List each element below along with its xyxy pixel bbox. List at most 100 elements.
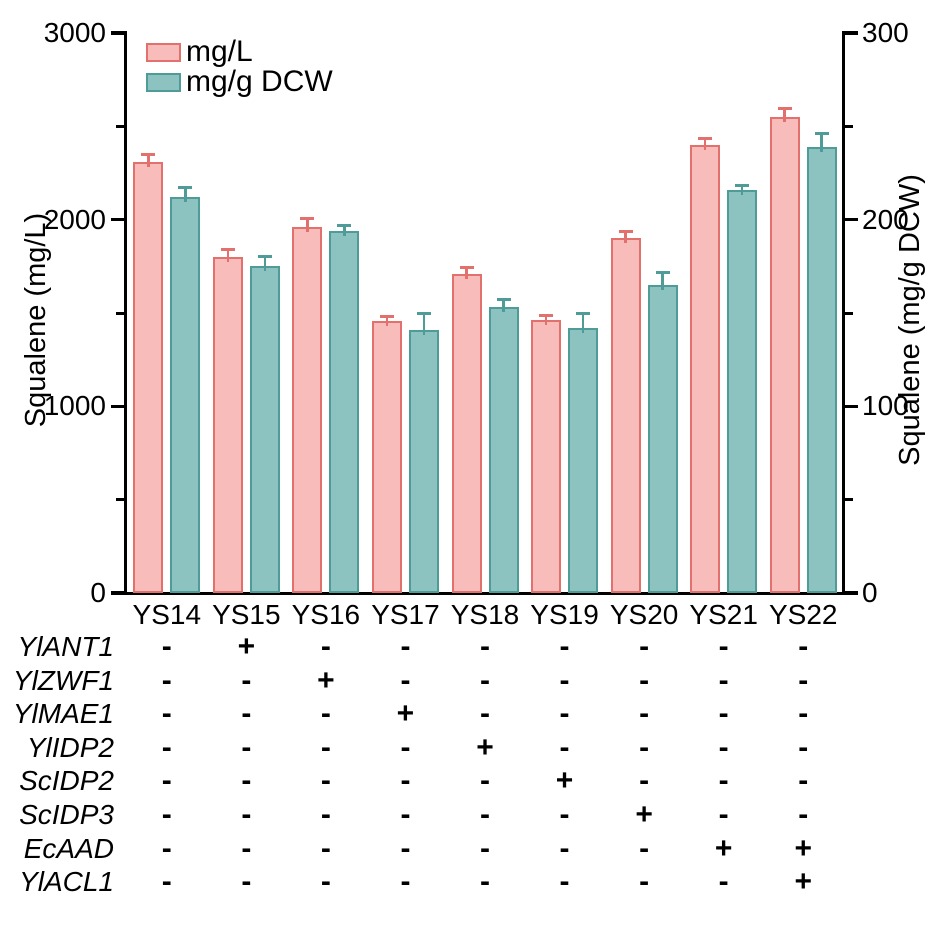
gene-row-label: YlANT1 [17,631,114,662]
error-bar-cap [655,271,670,275]
bar-mgl-ys19 [531,320,562,593]
y-axis-right-tick-label: 200 [862,203,909,235]
gene-cell: - [718,865,729,899]
gene-cell: - [639,630,650,663]
gene-row-label: ScIDP3 [19,799,114,830]
gene-cell: - [718,663,729,697]
y-axis-left-title: Squalene (mg/L) [20,212,52,428]
gene-cell: - [161,630,172,663]
gene-cell: - [161,764,172,798]
gene-cell: - [559,730,570,764]
gene-cell: + [476,730,494,764]
gene-cell: - [559,630,570,663]
error-bar-cap [496,297,511,301]
error-bar-cap [777,107,792,111]
gene-cell: - [480,831,490,865]
bar-mggdcw-ys14 [170,197,201,593]
bar-mgl-ys15 [212,257,243,593]
gene-cell: - [639,865,650,899]
bar-mgl-ys21 [690,145,721,593]
gene-cell: + [794,831,812,865]
y-axis-left-tick-label: 0 [90,577,106,608]
error-bar-cap [220,248,235,252]
gene-cell: + [794,865,812,899]
bar-mggdcw-ys20 [647,285,678,593]
bar-mgl-ys22 [769,117,800,593]
gene-cell: - [320,798,331,831]
gene-cell: - [400,630,411,663]
gene-cell: - [161,730,172,764]
gene-cell: - [639,663,650,697]
error-bar-cap [300,217,315,221]
error-bar-line [343,225,346,236]
y-axis-right-tick [845,31,858,35]
gene-cell: - [241,730,252,764]
y-axis-right-tick-label: 100 [862,390,909,422]
gene-cell: - [639,831,650,865]
gene-cell: - [161,865,172,899]
gene-cell: - [400,663,411,697]
legend-label-mg-g-dcw: mg/g DCW [186,65,333,98]
y-axis-left-tick [111,404,124,409]
gene-cell: - [161,663,172,697]
error-bar-cap [178,186,193,190]
gene-cell: - [320,730,331,764]
error-bar-cap [814,132,829,136]
gene-cell: - [241,865,252,899]
error-bar-line [703,138,707,150]
gene-cell: - [718,630,729,663]
gene-cell: - [400,764,411,798]
gene-cell: - [241,798,252,831]
gene-cell: - [161,798,172,831]
y-axis-right-minor-tick [845,124,853,128]
error-bar-line [147,154,150,167]
y-axis-left-tick [111,217,124,222]
gene-cell: - [559,831,570,865]
gene-cell: - [480,630,490,663]
error-bar-cap [618,230,633,234]
y-axis-right-title: Squalene (mg/g DCW) [894,174,926,466]
error-bar-cap [539,314,554,318]
gene-cell: - [480,663,490,697]
error-bar-line [306,218,309,233]
x-axis-category-label: YS17 [371,599,440,630]
error-bar-cap [576,311,591,315]
gene-row-label: YlACL1 [19,866,114,898]
y-axis-right-minor-tick [845,498,853,502]
x-axis-category-label: YS21 [689,599,758,630]
gene-cell: - [241,764,252,798]
error-bar-cap [141,152,156,156]
gene-cell: - [320,630,331,663]
y-axis-right-line [841,31,845,595]
gene-cell: - [639,697,650,731]
bar-mgl-ys14 [133,161,164,593]
gene-cell: + [714,831,733,865]
gene-cell: - [480,798,490,831]
x-axis-category-label: YS15 [212,599,281,630]
error-bar-line [502,299,505,313]
gene-cell: - [559,798,570,831]
error-bar-cap [698,136,713,140]
y-axis-left-tick [111,591,124,595]
gene-row-label: ScIDP2 [19,765,114,797]
gene-cell: - [559,865,570,899]
gene-cell: + [396,697,415,731]
gene-row-label: YlMAE1 [12,698,114,730]
gene-row-label: YlIDP2 [26,731,114,763]
gene-cell: - [400,831,411,865]
gene-cell: + [237,630,256,663]
y-axis-right-minor-tick [845,311,853,315]
bar-mggdcw-ys15 [249,266,280,593]
x-axis-category-label: YS18 [450,599,520,630]
legend: mg/L mg/g DCW [146,37,333,97]
x-axis-category-label: YS22 [768,599,838,630]
bar-mggdcw-ys22 [806,146,837,593]
gene-cell: - [559,663,570,697]
gene-cell: - [798,630,809,663]
y-axis-left-tick [111,31,124,35]
y-axis-right-tick [845,217,858,222]
y-axis-right-tick [845,591,858,595]
y-axis-left-minor-tick [116,498,124,502]
gene-cell: - [480,697,490,731]
gene-cell: - [241,831,252,865]
